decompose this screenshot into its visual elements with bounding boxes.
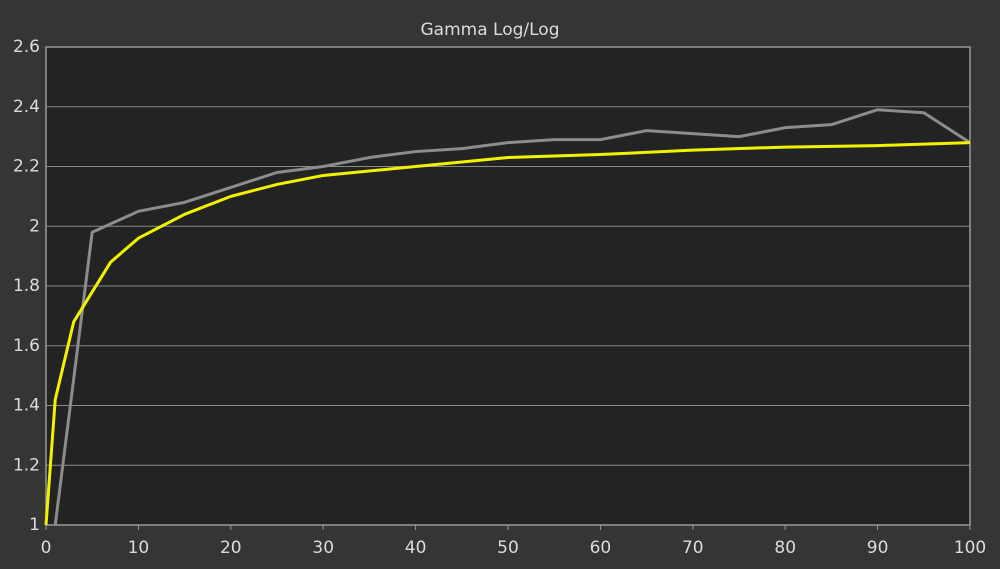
x-tick-label: 40 (405, 538, 427, 558)
y-tick-label: 2.6 (13, 37, 40, 57)
y-tick-label: 1.2 (13, 455, 40, 475)
plot-frame (45, 46, 971, 526)
x-tick-label: 10 (128, 538, 150, 558)
x-tick-label: 70 (682, 538, 704, 558)
y-tick-label: 2.2 (13, 157, 40, 177)
x-tick-label: 0 (41, 538, 52, 558)
x-tick-label: 30 (312, 538, 334, 558)
x-tick-label: 60 (590, 538, 612, 558)
y-tick-label: 2.4 (13, 97, 40, 117)
x-tick-label: 20 (220, 538, 242, 558)
x-tick-label: 80 (774, 538, 796, 558)
y-tick-label: 2 (29, 216, 40, 236)
x-tick-label: 50 (497, 538, 519, 558)
y-tick-label: 1 (29, 515, 40, 535)
series-line (53, 108, 971, 526)
y-tick-label: 1.4 (13, 396, 40, 416)
x-tick-label: 100 (954, 538, 986, 558)
y-tick-label: 1.8 (13, 276, 40, 296)
chart-title: Gamma Log/Log (421, 20, 560, 40)
y-tick-label: 1.6 (13, 336, 40, 356)
x-tick-label: 90 (867, 538, 889, 558)
series-line (44, 141, 971, 526)
